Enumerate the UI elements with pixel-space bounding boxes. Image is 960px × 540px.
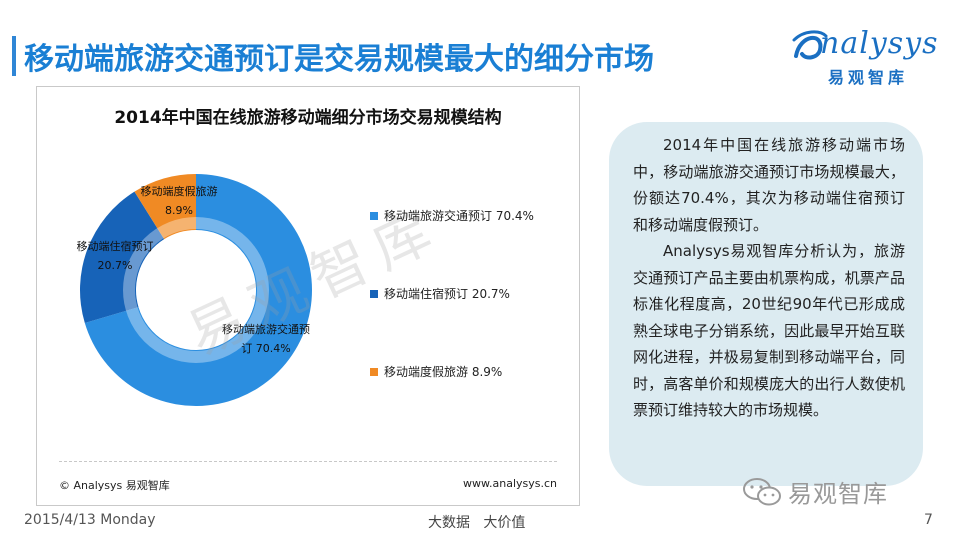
commentary-text: 2014年中国在线旅游移动端市场中，移动端旅游交通预订市场规模最大，份额达70.… <box>633 132 905 424</box>
footer-date: 2015/4/13 Monday <box>24 512 156 528</box>
label-vacation: 移动端度假旅游 8.9% <box>141 184 218 217</box>
slice-lodging <box>80 191 165 324</box>
chart-panel: 2014年中国在线旅游移动端细分市场交易规模结构 移动端旅游交通预订 70.4%… <box>36 86 580 506</box>
legend-swatch <box>370 367 378 376</box>
source-divider <box>59 461 557 462</box>
legend-transport: 移动端旅游交通预订 70.4% <box>370 207 534 224</box>
legend-lodging: 移动端住宿预订 20.7% <box>370 285 510 302</box>
legend-swatch <box>370 289 378 298</box>
commentary-bubble: 2014年中国在线旅游移动端市场中，移动端旅游交通预订市场规模最大，份额达70.… <box>609 122 923 486</box>
legend-vacation: 移动端度假旅游 8.9% <box>370 363 502 380</box>
label-lodging: 移动端住宿预订 20.7% <box>77 239 154 272</box>
page-number: 7 <box>924 512 933 528</box>
chart-title: 2014年中国在线旅游移动端细分市场交易规模结构 <box>114 108 502 128</box>
title-accent-bar <box>12 36 16 76</box>
chart-source-copyright: © Analysys 易观智库 <box>59 479 170 492</box>
slice-vacation <box>134 174 196 240</box>
donut-chart: 移动端旅游交通预订 70.4% 移动端住宿预订 20.7% 移动端度假旅游 8.9% <box>77 174 312 406</box>
logo-swoosh-icon <box>792 30 828 60</box>
logo-wordmark: nalysys <box>820 26 939 61</box>
wechat-watermark: 易观智库 <box>742 474 888 509</box>
chart-source-url: www.analysys.cn <box>463 477 557 490</box>
slice-transport <box>84 174 312 406</box>
donut-inner-ring <box>123 217 269 363</box>
wechat-label: 易观智库 <box>788 480 888 508</box>
wechat-icon <box>743 477 781 505</box>
legend-swatch <box>370 211 378 220</box>
label-transport: 移动端旅游交通预订 70.4% <box>222 322 310 355</box>
logo-subtitle: 易观智库 <box>828 68 909 87</box>
legend-label: 移动端住宿预订 20.7% <box>384 287 510 301</box>
commentary-paragraph-2: Analysys易观智库分析认为，旅游交通预订产品主要由机票构成，机票产品标准化… <box>633 242 905 419</box>
slide-title: 移动端旅游交通预订是交易规模最大的细分市场 <box>24 42 654 77</box>
legend-label: 移动端旅游交通预订 70.4% <box>384 209 534 223</box>
commentary-paragraph-1: 2014年中国在线旅游移动端市场中，移动端旅游交通预订市场规模最大，份额达70.… <box>633 136 905 234</box>
legend-label: 移动端度假旅游 8.9% <box>384 365 503 379</box>
analysys-logo: nalysys 易观智库 <box>790 26 940 87</box>
footer-slogan: 大数据 大价值 <box>428 515 526 531</box>
